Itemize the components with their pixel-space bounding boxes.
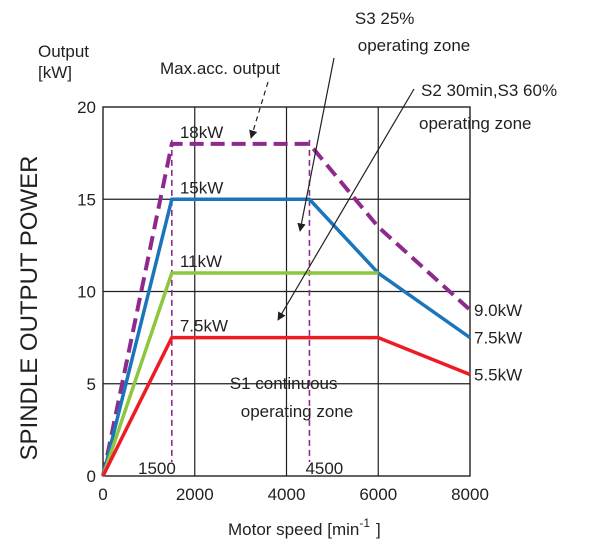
annotation-s2-30min: S2 30min,S3 60% operating zone [277, 81, 562, 321]
x-axis-title: Motor speed [min-1] [228, 516, 381, 539]
series-s1-continuous-operating-zone [101, 335, 471, 477]
y-axis-unit: Output [kW] [38, 42, 94, 82]
annotation-s2-30min-arrow [277, 88, 415, 321]
point-label: 15kW [180, 178, 223, 197]
annotation-s3-25-text: S3 25% operating zone [355, 9, 470, 55]
y-tick-label: 15 [77, 190, 96, 209]
point-label: 11kW [180, 252, 222, 271]
data-labels: 18kW 15kW 11kW 7.5kW 9.0kW 7.5kW 5.5kW 1500 4500 [138, 123, 522, 478]
y-axis-unit-line-1: Output [38, 42, 89, 61]
annotation-s3-25-arrow [297, 57, 335, 232]
y-tick-label: 0 [87, 467, 96, 486]
point-label: 18kW [180, 123, 223, 142]
x-tick-label: 6000 [359, 485, 397, 504]
point-label: 7.5kW [180, 317, 228, 336]
y-tick-label: 10 [77, 283, 96, 302]
annotation-s1-continuous: S1 continuous operating zone [230, 374, 353, 421]
end-label: 5.5kW [474, 366, 522, 385]
x-tick-label: 0 [98, 485, 107, 504]
annotation-s3-25: S3 25% operating zone [297, 9, 470, 232]
annotation-max-acc: Max.acc. output [160, 59, 280, 139]
x-tick-label: 8000 [451, 485, 489, 504]
end-label: 9.0kW [474, 301, 522, 320]
tick-labels: 0 5 10 15 20 0 2000 4000 6000 8000 [77, 98, 489, 504]
y-tick-label: 5 [87, 375, 96, 394]
x-tick-label: 4000 [268, 485, 306, 504]
series-group [101, 141, 472, 477]
x-tick-label: 2000 [176, 485, 214, 504]
y-axis-unit-line-2: [kW] [38, 63, 72, 82]
reference-lines [171, 139, 311, 462]
reference-label: 1500 [138, 459, 176, 478]
y-axis-title: SPINDLE OUTPUT POWER [16, 156, 43, 461]
series-s2-30min-s3-60-operating-zone [101, 271, 379, 477]
series-s3-25-operating-zone [101, 197, 472, 477]
annotation-max-acc-text: Max.acc. output [160, 59, 280, 78]
reference-label: 4500 [305, 459, 343, 478]
plot-frame [102, 106, 471, 477]
y-tick-label: 20 [77, 98, 96, 117]
end-label: 7.5kW [474, 329, 522, 348]
annotation-max-acc-arrow [249, 81, 269, 139]
annotation-s2-30min-text: S2 30min,S3 60% operating zone [419, 81, 562, 133]
